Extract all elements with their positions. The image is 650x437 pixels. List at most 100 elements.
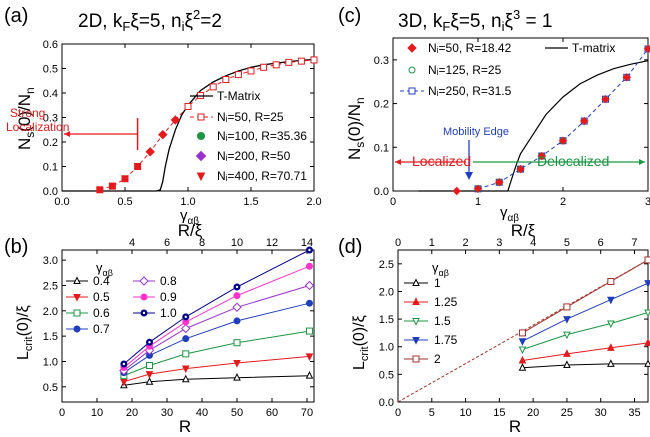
data-point [607,278,615,286]
y-tick-label: 0.2 [374,99,389,111]
panel-b-frame [61,249,315,403]
panel-d: (d) R/ξ R Lcrit(0)/ξ 0 5 10 15 20 25 30 350.00.… [338,221,650,436]
series-line [522,259,649,334]
strong-localization-label-1: Strong [10,106,45,120]
data-point [563,360,571,368]
top-x-tick-label: 8 [199,237,205,249]
legend-marker [412,278,420,286]
legend-marker [139,276,149,286]
top-x-tick-label: 1 [429,237,435,249]
panel-a-legend: T-Matrix Nᵢ=50, R=25 Nᵢ=100, R=35.36 Nᵢ=200… [190,89,307,183]
data-point [518,329,526,337]
y-tick-label: 2.5 [43,280,58,292]
legend-label: 1.75 [434,333,458,347]
legend-label: 0.6 [93,306,110,320]
legend-marker [140,293,148,301]
x-tick-label: 35 [628,407,640,419]
data-point [518,338,527,346]
legend-label: Nᵢ=125, R=25 [428,63,502,77]
data-point [233,373,241,381]
data-point [181,374,190,383]
y-tick-label: 0.5 [379,369,394,381]
legend-label: 0.4 [93,274,110,288]
legend-marker [73,276,81,284]
data-point [305,299,313,307]
x-tick-label: 10 [91,407,103,419]
data-point [209,83,217,91]
legend-label: 1 [434,276,441,290]
panel-a-letter: (a) [4,5,28,27]
panel-d-plot [397,256,650,403]
legend-label: Nᵢ=50, R=25 [217,110,284,124]
data-point [260,63,268,71]
legend-label: Nᵢ=50, R=18.42 [428,41,512,55]
data-point [182,350,190,358]
panel-a-xlabel: γαβ [180,207,199,227]
top-x-tick-label: 0 [395,237,401,249]
legend-label: Nᵢ=400, R=70.71 [217,169,307,183]
x-tick-label: 2 [560,196,566,208]
data-point [181,365,190,374]
data-point [516,164,525,174]
top-x-tick-label: 2 [463,237,469,249]
legend-label: 0.9 [160,290,177,304]
panel-b-letter: (b) [4,236,28,258]
legend-label: 0.7 [93,322,110,336]
localized-arrowhead [395,159,401,165]
x-tick-label: 10 [459,407,471,419]
data-point [233,359,241,368]
y-tick-label: 0.0 [374,186,389,198]
data-point [563,349,571,357]
panel-c-xlabel: γαβ [500,204,519,224]
panel-a-ticks: 0.0 0.5 1.0 1.5 2.0 0.0 0.1 0.2 0.3 0.4 0.5 0.6 [43,39,322,208]
top-x-tick-label: 10 [231,237,243,249]
y-tick-label: 0.5 [43,382,58,394]
data-point [563,303,571,311]
y-tick-label: 0.3 [43,113,58,125]
data-point [607,296,615,305]
x-tick-label: 1.0 [180,196,195,208]
panel-b: (b) R/ξ R Lcrit(0)/ξ 0 10 20 30 40 50 60 70 0.5 1… [4,221,315,436]
data-point-dot [122,362,126,366]
data-point [145,371,154,379]
x-tick-label: 70 [301,407,313,419]
data-point [145,147,155,157]
data-point [158,129,168,140]
series-line [522,312,649,350]
y-tick-label: 0.0 [43,186,58,198]
legend-label: T-Matrix [217,89,260,103]
top-x-tick-label: 6 [598,237,604,249]
x-tick-label: 15 [493,407,505,419]
data-point [495,178,504,187]
legend-marker [196,172,206,182]
mobility-edge-arrowhead [465,172,473,180]
x-tick-label: 50 [231,407,243,419]
legend-marker [73,294,81,302]
legend-label: T-matrix [572,41,615,55]
legend-marker [412,355,420,363]
legend-marker [195,150,207,162]
data-point [563,331,571,340]
x-tick-label: 60 [266,407,278,419]
data-point [121,175,129,183]
delocalized-label: Delocalized [537,153,609,169]
panel-d-ticks: 0 5 10 15 20 25 30 350.00.51.01.52.02.50 1 2 3 4 5 6 7 [379,237,648,419]
data-point [184,102,192,110]
top-x-tick-label: 14 [301,237,313,249]
panel-d-letter: (d) [338,236,362,258]
data-point-dot [308,248,311,252]
data-point [222,76,230,84]
legend-marker [407,43,417,53]
legend-marker [408,87,416,95]
data-point [644,338,650,346]
x-tick-label: 20 [527,407,539,419]
data-point [563,316,571,324]
legend-label: 1.25 [434,295,458,309]
y-tick-label: 3.0 [43,255,58,267]
x-tick-label: 0 [395,407,401,419]
legend-title: γαβ [96,260,113,278]
x-tick-label: 30 [161,407,173,419]
panel-c-ylabel: Ns(0)/Nn [345,97,367,160]
top-x-tick-label: 12 [266,237,278,249]
